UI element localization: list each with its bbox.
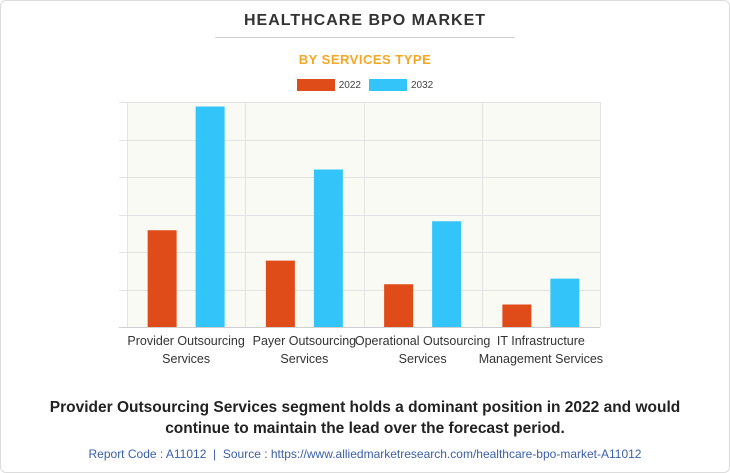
chart-legend: 2022 2032	[0, 79, 730, 91]
bar-2032-3	[432, 221, 462, 327]
x-tick-label: IT Infrastructure Management Services	[479, 334, 603, 366]
legend-item-2022: 2022	[296, 79, 361, 91]
x-tick-label-line: Operational Outsourcing	[355, 334, 491, 348]
title-divider	[215, 37, 515, 38]
x-tick-label: Provider Outsourcing Services	[127, 334, 244, 366]
legend-swatch-2022	[296, 79, 335, 91]
bar-2032-1	[195, 106, 225, 327]
x-tick-label: Payer Outsourcing Services	[253, 334, 357, 366]
footer-separator: |	[213, 447, 217, 461]
bar-2022-1	[147, 230, 177, 327]
chart-title: HEALTHCARE BPO MARKET	[243, 12, 487, 29]
legend-swatch-2032	[369, 79, 407, 91]
chart-subtitle: BY SERVICES TYPE	[298, 52, 432, 67]
source-link[interactable]: Source : https://www.alliedmarketresearc…	[222, 447, 642, 461]
bar-2032-4	[550, 278, 580, 327]
chart-footer: Report Code : A11012 | Source : https://…	[0, 447, 730, 461]
x-tick-label-line: IT Infrastructure	[497, 334, 585, 348]
x-tick-label-line: Management Services	[479, 352, 603, 366]
bar-2032-2	[313, 169, 343, 327]
x-tick-label: Operational Outsourcing Services	[355, 334, 491, 366]
bar-2022-2	[265, 260, 295, 327]
x-tick-label-line: Payer Outsourcing	[253, 334, 357, 348]
legend-label-2032: 2032	[411, 79, 434, 91]
x-tick-label-line: Services	[162, 352, 210, 366]
chart-summary: Provider Outsourcing Services segment ho…	[49, 399, 681, 437]
legend-item-2032: 2032	[369, 79, 433, 91]
x-tick-label-line: Services	[280, 352, 328, 366]
report-code: Report Code : A11012	[88, 447, 207, 461]
bar-2022-4	[502, 304, 532, 327]
bar-2022-3	[384, 284, 414, 327]
x-tick-label-line: Provider Outsourcing	[127, 334, 244, 348]
x-tick-label-line: Services	[399, 352, 447, 366]
legend-label-2022: 2022	[338, 79, 361, 91]
